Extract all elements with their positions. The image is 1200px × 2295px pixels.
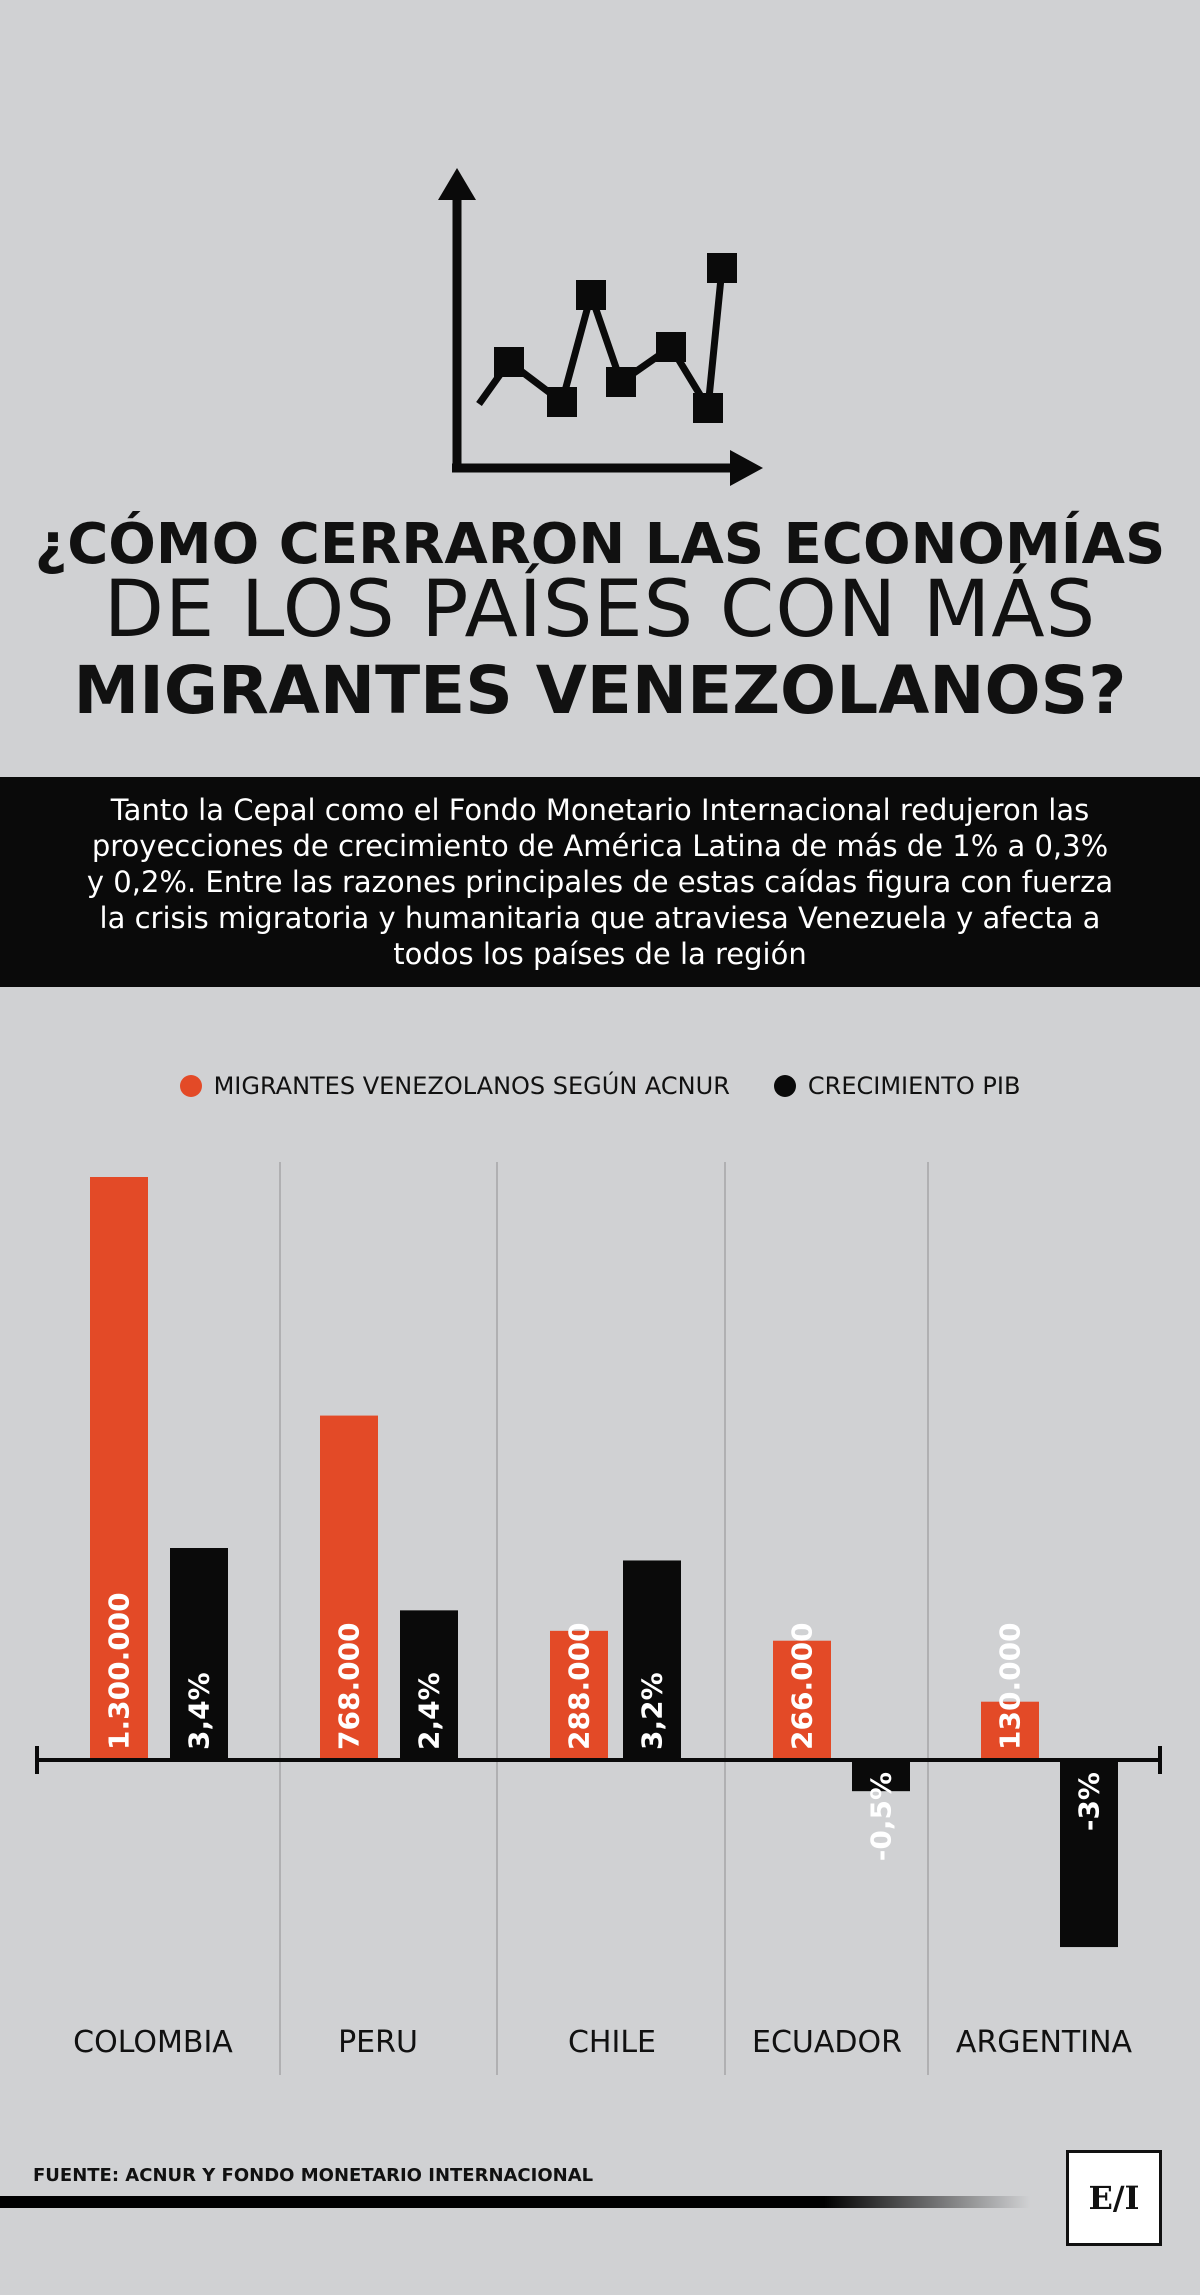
data-label-migrants: 130.000 [994,1622,1027,1750]
bar-gdp-colombia [170,1548,228,1760]
bar-gdp-ecuador [852,1760,910,1792]
bar-migrants-peru [320,1415,378,1760]
category-label-colombia: COLOMBIA [73,2025,233,2060]
legend-dot-gdp [773,1075,796,1097]
legend-item-migrants: MIGRANTES VENEZOLANOS SEGÚN ACNUR [179,1072,730,1100]
bar-gdp-argentina [1060,1760,1118,1948]
category-label-peru: PERU [338,2025,418,2060]
bar-migrants-chile [550,1630,608,1760]
intro-banner: Tanto la Cepal como el Fondo Monetario I… [0,777,1200,987]
data-label-gdp: 2,4% [413,1672,446,1750]
intro-text: Tanto la Cepal como el Fondo Monetario I… [86,793,1114,971]
data-label-migrants: 1.300.000 [103,1592,136,1750]
bar-gdp-chile [623,1560,681,1760]
title-line-3: MIGRANTES VENEZOLANOS? [73,652,1127,729]
source-note: FUENTE: ACNUR Y FONDO MONETARIO INTERNAC… [33,2165,594,2186]
data-label-gdp: -0,5% [865,1772,898,1861]
title-line-2: DE LOS PAÍSES CON MÁS [103,565,1097,655]
bar-migrants-colombia [90,1177,148,1760]
legend-dot-migrants [179,1075,202,1097]
bar-gdp-peru [400,1610,458,1760]
data-label-gdp: -3% [1073,1772,1106,1831]
title-line-1: ¿CÓMO CERRARON LAS ECONOMÍAS [34,512,1166,577]
line-chart-icon [0,0,1200,500]
data-label-gdp: 3,2% [636,1672,669,1750]
publisher-logo: E/I [1066,2150,1162,2246]
category-label-ecuador: ECUADOR [752,2025,902,2060]
data-label-migrants: 768.000 [333,1622,366,1750]
bar-migrants-argentina [981,1701,1039,1760]
category-label-chile: CHILE [568,2025,656,2060]
data-label-gdp: 3,4% [183,1672,216,1750]
data-label-migrants: 288.000 [563,1622,596,1750]
bottom-divider [0,2196,1030,2208]
legend: MIGRANTES VENEZOLANOS SEGÚN ACNUR CRECIM… [0,1072,1200,1100]
legend-label-gdp: CRECIMIENTO PIB [807,1072,1021,1100]
data-label-migrants: 266.000 [786,1622,819,1750]
category-label-argentina: ARGENTINA [956,2025,1133,2060]
bar-migrants-ecuador [773,1640,831,1760]
legend-item-gdp: CRECIMIENTO PIB [773,1072,1021,1100]
legend-label-migrants: MIGRANTES VENEZOLANOS SEGÚN ACNUR [213,1072,730,1100]
